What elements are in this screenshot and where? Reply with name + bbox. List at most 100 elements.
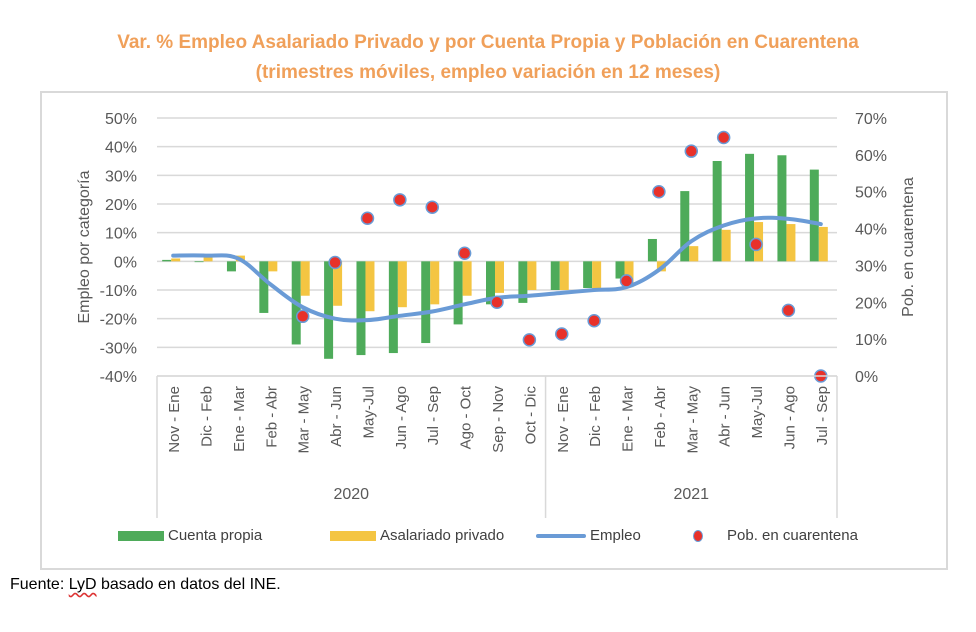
- bar-cuenta-propia: [518, 261, 528, 303]
- y2-tick-label: 70%: [855, 111, 887, 128]
- dot-cuarentena: [490, 295, 504, 310]
- x-tick-label: Abr - Jun: [328, 386, 345, 447]
- legend-item-asalariado-privado[interactable]: Asalariado privado: [330, 527, 504, 544]
- legend-swatch-line: [536, 533, 586, 538]
- dot-cuarentena: [393, 193, 407, 207]
- y-axis-title: Empleo por categoría: [76, 170, 93, 323]
- x-tick-label: Ago - Oct: [458, 385, 475, 449]
- bar-cuenta-propia: [712, 161, 722, 262]
- y2-tick-label: 30%: [855, 258, 887, 275]
- y-tick-label: -10%: [100, 283, 137, 300]
- x-tick-label: May-Jul: [360, 386, 377, 439]
- legend-label: Empleo: [590, 527, 641, 544]
- bar-asalariado-privado: [300, 261, 310, 296]
- bar-asalariado-privado: [786, 224, 796, 262]
- x-tick-label: May-Jul: [749, 386, 766, 439]
- dot-cuarentena: [684, 144, 699, 158]
- bar-asalariado-privado: [527, 261, 537, 290]
- legend: Cuenta propia Asalariado privado Empleo …: [0, 527, 976, 547]
- x-tick-label: Dic - Feb: [199, 386, 216, 447]
- bar-asalariado-privado: [818, 226, 828, 262]
- y2-axis-title: Pob. en cuarentena: [900, 177, 917, 317]
- bar-asalariado-privado: [171, 258, 181, 262]
- x-tick-label: Feb - Abr: [652, 386, 669, 448]
- x-tick-label: Jul - Sep: [814, 386, 831, 445]
- bar-cuenta-propia: [550, 261, 560, 290]
- bar-cuenta-propia: [615, 261, 625, 279]
- bar-cuenta-propia: [259, 261, 269, 313]
- dot-cuarentena: [587, 313, 601, 328]
- x-tick-label: Sep - Nov: [490, 386, 507, 453]
- legend-marker-dot: [693, 529, 703, 542]
- dot-cuarentena: [522, 333, 537, 347]
- bar-asalariado-privado: [397, 261, 407, 308]
- x-group-label: 2020: [333, 486, 369, 503]
- y2-tick-label: 0%: [855, 369, 878, 386]
- legend-swatch-green: [118, 530, 164, 541]
- bar-asalariado-privado: [721, 229, 731, 262]
- legend-item-cuarentena[interactable]: Pob. en cuarentena: [693, 527, 858, 544]
- bar-cuenta-propia: [680, 191, 690, 262]
- scatter-series: [295, 130, 828, 383]
- legend-swatch-yellow: [330, 530, 376, 541]
- bar-asalariado-privado: [365, 261, 375, 312]
- source-note: Fuente: LyD basado en datos del INE.: [10, 576, 281, 594]
- bar-cuenta-propia: [745, 153, 755, 262]
- y-tick-label: 30%: [105, 168, 137, 185]
- legend-item-cuenta-propia[interactable]: Cuenta propia: [118, 527, 262, 544]
- y-tick-label: 0%: [114, 254, 137, 271]
- source-prefix: Fuente:: [10, 576, 69, 593]
- bar-cuenta-propia: [583, 261, 593, 288]
- bar-cuenta-propia: [777, 155, 787, 262]
- y-tick-label: 50%: [105, 111, 137, 128]
- y2-tick-label: 10%: [855, 332, 887, 349]
- bar-cuenta-propia: [453, 261, 463, 325]
- dot-cuarentena: [457, 246, 472, 261]
- bar-asalariado-privado: [495, 261, 504, 293]
- bar-cuenta-propia: [226, 261, 236, 272]
- legend-label: Cuenta propia: [168, 527, 263, 544]
- dot-cuarentena: [295, 309, 310, 324]
- y-tick-label: -20%: [100, 312, 137, 329]
- axes: 50% 40% 30% 20% 10% 0% -10% -20% -30% -40% 70% 60% 5…: [76, 111, 917, 518]
- y2-tick-label: 20%: [855, 295, 887, 312]
- y2-tick-label: 60%: [855, 148, 887, 165]
- x-tick-label: Abr - Jun: [717, 386, 734, 447]
- bar-series: [162, 153, 828, 359]
- source-suffix: basado en datos del INE.: [96, 576, 281, 593]
- y-tick-label: 10%: [105, 226, 137, 243]
- bar-cuenta-propia: [194, 261, 204, 263]
- x-tick-label: Jun - Ago: [781, 386, 798, 449]
- legend-label: Pob. en cuarentena: [727, 527, 858, 544]
- bar-cuenta-propia: [421, 261, 431, 344]
- bar-asalariado-privado: [333, 261, 343, 306]
- bar-asalariado-privado: [430, 261, 440, 305]
- dot-cuarentena: [652, 184, 666, 199]
- bar-cuenta-propia: [647, 238, 657, 262]
- x-tick-label: Ene - Mar: [620, 386, 637, 452]
- legend-label: Asalariado privado: [380, 527, 505, 544]
- chart-frame: [40, 91, 948, 570]
- dot-cuarentena: [425, 200, 439, 214]
- dot-cuarentena: [781, 303, 796, 318]
- dot-cuarentena: [360, 211, 375, 226]
- bar-cuenta-propia: [324, 261, 334, 359]
- bar-cuenta-propia: [486, 261, 495, 305]
- dot-cuarentena: [749, 237, 763, 252]
- legend-item-empleo[interactable]: Empleo: [536, 527, 641, 544]
- x-tick-label: Mar - May: [684, 386, 701, 454]
- x-tick-label: Jun - Ago: [393, 386, 410, 449]
- x-tick-label: Nov - Ene: [166, 386, 183, 453]
- bar-asalariado-privado: [592, 261, 602, 289]
- bar-cuenta-propia: [388, 261, 398, 354]
- bar-asalariado-privado: [689, 246, 699, 262]
- y-tick-label: -40%: [100, 369, 137, 386]
- dot-cuarentena: [328, 255, 342, 270]
- dot-cuarentena: [619, 274, 634, 288]
- x-group-label: 2021: [673, 486, 709, 503]
- bar-asalariado-privado: [462, 261, 472, 296]
- bar-cuenta-propia: [162, 259, 172, 262]
- source-spellcheck-word: LyD: [68, 576, 97, 593]
- y2-tick-label: 40%: [855, 222, 887, 239]
